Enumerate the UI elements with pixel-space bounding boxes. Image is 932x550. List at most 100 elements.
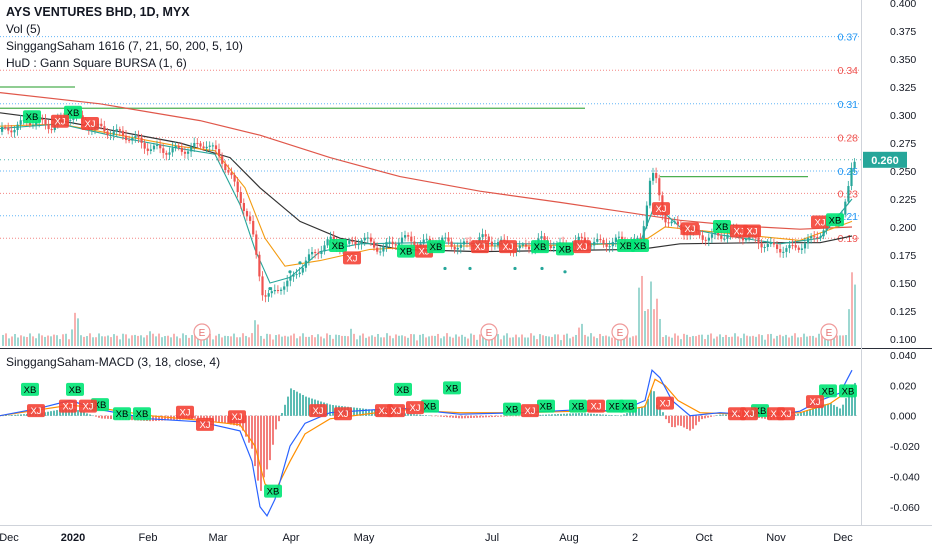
candle-body (314, 251, 317, 253)
volume-bar (608, 336, 610, 346)
candle-body (183, 151, 187, 154)
volume-bar (113, 334, 115, 346)
candle-body (134, 135, 137, 139)
macd-histogram-bar (836, 406, 838, 416)
candle-body (190, 146, 193, 152)
volume-bar (35, 338, 37, 346)
volume-bar (557, 334, 559, 346)
price-tick-label: 0.175 (890, 250, 916, 262)
volume-bar (83, 336, 85, 346)
macd-histogram-bar (665, 415, 667, 420)
macd-histogram-bar (713, 415, 715, 417)
macd-histogram-bar (17, 414, 19, 416)
volume-bar (431, 335, 433, 346)
volume-bar (419, 334, 421, 346)
volume-bar (572, 336, 574, 346)
macd-sell-label-text: XJ (409, 403, 420, 414)
candle-body (524, 244, 528, 247)
volume-bar (32, 336, 34, 346)
macd-histogram-bar (827, 403, 829, 416)
volume-bar (101, 336, 103, 346)
macd-histogram-bar (581, 413, 583, 416)
macd-histogram-bar (491, 415, 493, 418)
candle-body (168, 152, 171, 155)
price-buy-label-text: XB (67, 108, 80, 119)
volume-bar (749, 336, 751, 346)
volume-bar (410, 334, 412, 346)
macd-sell-label-text: XJ (809, 397, 820, 408)
macd-histogram-bar (290, 388, 292, 416)
volume-bar (269, 334, 271, 346)
candle-body (202, 146, 205, 149)
candle-body (493, 245, 497, 247)
volume-bar (575, 334, 577, 346)
macd-sell-label-text: XJ (731, 409, 742, 420)
volume-bar (734, 333, 736, 346)
macd-histogram-bar (839, 408, 841, 416)
volume-bar (692, 335, 694, 346)
candle-body (264, 295, 267, 297)
macd-histogram-bar (797, 413, 799, 416)
volume-bar (311, 335, 313, 346)
macd-tick-label: 0.020 (890, 380, 916, 392)
volume-bar (518, 337, 520, 346)
macd-histogram-bar (50, 411, 52, 416)
volume-bar (275, 335, 277, 346)
macd-histogram-bar (11, 414, 13, 416)
macd-sell-label-text: XJ (590, 402, 601, 413)
macd-histogram-bar (362, 408, 364, 416)
macd-histogram-bar (5, 415, 7, 416)
volume-bar (644, 310, 646, 346)
macd-buy-label-text: XB (446, 383, 459, 394)
time-axis-label: 2 (632, 532, 638, 544)
macd-histogram-bar (545, 414, 547, 416)
macd-histogram-bar (548, 414, 550, 416)
macd-histogram-bar (443, 415, 445, 417)
candle-body (540, 236, 543, 239)
macd-buy-label-box (443, 381, 461, 395)
macd-histogram-bar (203, 415, 205, 420)
macd-histogram-bar (269, 415, 271, 461)
macd-histogram-bar (359, 408, 361, 416)
macd-buy-label-box (503, 402, 521, 416)
volume-bar (731, 336, 733, 346)
macd-sell-label-text: XJ (312, 406, 323, 417)
earnings-marker-label: E (617, 328, 624, 339)
volume-bar (524, 337, 526, 346)
candle-body (379, 251, 382, 253)
macd-histogram-bar (485, 415, 487, 418)
volume-bar (11, 336, 13, 346)
volume-bar (245, 335, 247, 346)
volume-bar (86, 336, 88, 346)
volume-bar (791, 335, 793, 346)
candle-body (776, 244, 779, 250)
macd-histogram-bar (92, 415, 94, 417)
candle-body (103, 126, 106, 132)
volume-bar (281, 336, 283, 346)
macd-sell-label-text: XJ (231, 412, 242, 423)
volume-bar (590, 333, 592, 346)
macd-sell-label-text: XJ (780, 409, 791, 420)
price-sell-label-text: XJ (746, 226, 757, 237)
volume-bar (770, 333, 772, 346)
volume-bar (605, 335, 607, 346)
macd-histogram-bar (707, 415, 709, 418)
macd-buy-label-text: XB (424, 402, 437, 413)
macd-histogram-bar (428, 415, 430, 417)
volume-bar (773, 338, 775, 346)
macd-buy-label-box (819, 384, 837, 398)
volume-bar (527, 337, 529, 346)
volume-bar (764, 339, 766, 346)
price-buy-label-box (617, 239, 635, 253)
volume-bar (278, 334, 280, 346)
signal-dot (513, 266, 517, 271)
volume-bar (425, 337, 427, 346)
candle-body (193, 142, 196, 147)
volume-bar (335, 334, 337, 346)
candle-body (227, 169, 230, 173)
candle-body (252, 220, 255, 235)
candle-body (853, 161, 856, 168)
price-tick-label: 0.375 (890, 26, 916, 38)
volume-bar (365, 337, 367, 346)
volume-bar (56, 335, 58, 346)
